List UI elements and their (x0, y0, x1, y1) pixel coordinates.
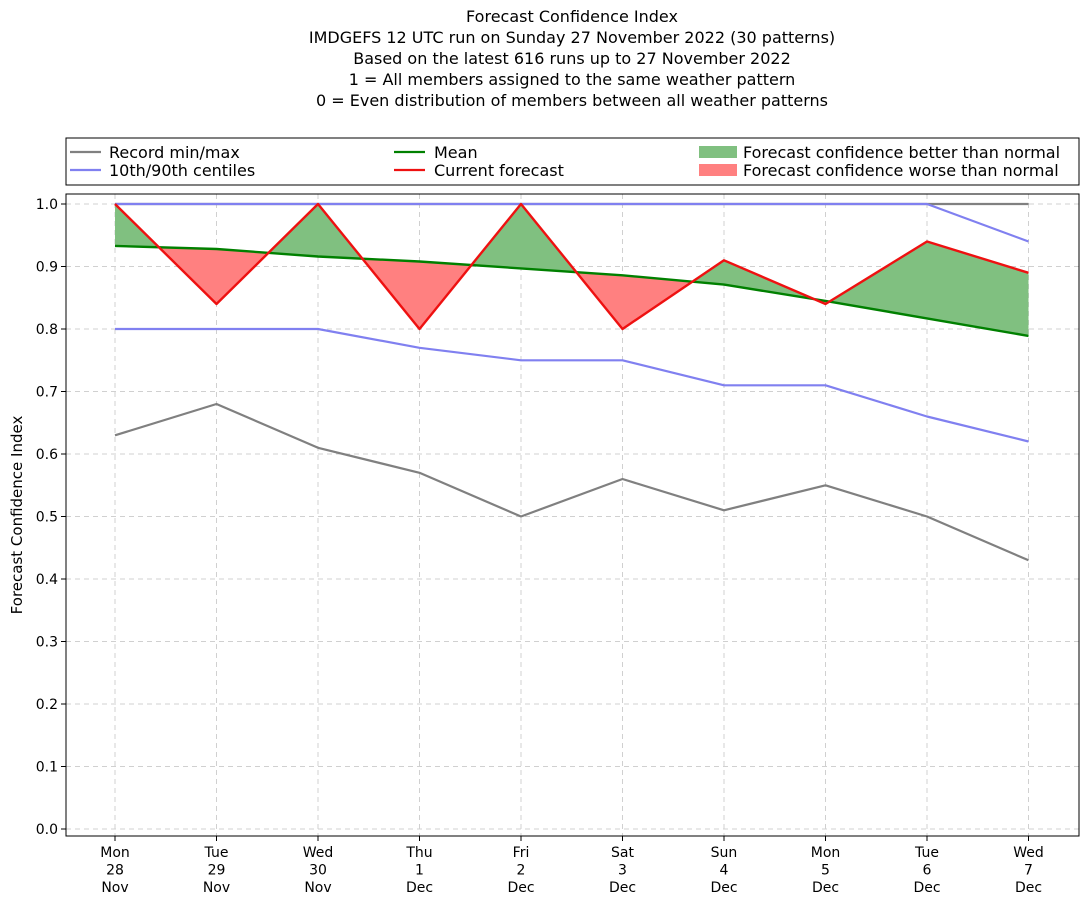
legend-label-mean: Mean (434, 143, 478, 162)
x-tick-label: 30 (309, 863, 327, 879)
legend-label-worse: Forecast confidence worse than normal (743, 161, 1059, 180)
title-line-1: Forecast Confidence Index (466, 7, 678, 26)
title-line-4: 1 = All members assigned to the same wea… (348, 70, 796, 89)
centile-90-line (115, 202, 1029, 243)
x-tick-label: 3 (618, 863, 627, 879)
legend-swatch-better (699, 146, 737, 158)
x-tick-label: Tue (204, 845, 229, 861)
legend-entry-better: Forecast confidence better than normal (699, 143, 1060, 162)
x-tick-label: Wed (303, 845, 334, 861)
x-tick-label: 4 (720, 863, 729, 879)
legend-swatch-worse (699, 164, 737, 176)
legend: Record min/max 10th/90th centiles Mean C… (65, 137, 1080, 186)
y-tick-label: 0.3 (36, 635, 58, 651)
x-tick-label: 28 (106, 863, 124, 879)
title-line-5: 0 = Even distribution of members between… (315, 91, 829, 110)
y-tick-label: 0.7 (36, 385, 58, 401)
x-tick-label: Thu (405, 845, 432, 861)
x-tick-label: 5 (821, 863, 830, 879)
x-tick-label: Sat (611, 845, 634, 861)
y-tick-label: 0.6 (36, 447, 58, 463)
plot-frame (65, 193, 1080, 837)
legend-entry-mean: Mean (394, 143, 478, 162)
x-tick-label: 2 (517, 863, 526, 879)
y-tick-label: 0.8 (36, 322, 58, 338)
x-tick-label: 29 (208, 863, 226, 879)
y-axis-label: Forecast Confidence Index (8, 416, 26, 615)
y-tick-label: 0.9 (36, 260, 58, 276)
x-tick-label: Nov (203, 880, 230, 896)
x-tick-label: 1 (415, 863, 424, 879)
title-line-3: Based on the latest 616 runs up to 27 No… (353, 49, 791, 68)
x-tick-label: Nov (101, 880, 128, 896)
record-min-line (114, 402, 1029, 562)
x-tick-label: Mon (100, 845, 130, 861)
x-tick-label: Dec (913, 880, 940, 896)
y-tick-label: 0.5 (36, 510, 58, 526)
legend-label-centiles: 10th/90th centiles (109, 161, 255, 180)
x-tick-label: Mon (811, 845, 841, 861)
x-tick-label: Fri (513, 845, 530, 861)
y-tick-label: 0.4 (36, 572, 58, 588)
legend-entry-record: Record min/max (70, 143, 240, 162)
x-tick-label: 7 (1024, 863, 1033, 879)
legend-entry-centiles: 10th/90th centiles (70, 161, 255, 180)
y-tick-label: 1.0 (36, 197, 58, 213)
legend-label-current: Current forecast (434, 161, 564, 180)
chart-title: Forecast Confidence Index IMDGEFS 12 UTC… (0, 6, 1092, 111)
x-tick-label: Tue (914, 845, 939, 861)
centile-10-line (115, 327, 1029, 443)
y-tick-label: 0.0 (36, 822, 58, 838)
legend-label-better: Forecast confidence better than normal (743, 143, 1060, 162)
legend-entry-current: Current forecast (394, 161, 564, 180)
x-tick-label: Dec (406, 880, 433, 896)
title-line-2: IMDGEFS 12 UTC run on Sunday 27 November… (308, 28, 836, 47)
legend-entry-worse: Forecast confidence worse than normal (699, 161, 1059, 180)
x-tick-label: Wed (1013, 845, 1044, 861)
fill-better-than-normal (829, 241, 927, 319)
x-tick-label: Dec (710, 880, 737, 896)
x-tick-label: Sun (711, 845, 738, 861)
line-layer (114, 202, 1029, 562)
x-tick-label: 6 (923, 863, 932, 879)
x-tick-label: Nov (304, 880, 331, 896)
x-tick-label: Dec (507, 880, 534, 896)
fill-worse-than-normal (622, 275, 693, 329)
tick-layer: 0.00.10.20.30.40.50.60.70.80.91.0Mon28No… (36, 197, 1044, 896)
y-tick-label: 0.1 (36, 760, 58, 776)
x-tick-label: Dec (1015, 880, 1042, 896)
x-tick-label: Dec (812, 880, 839, 896)
y-tick-label: 0.2 (36, 697, 58, 713)
legend-label-record: Record min/max (109, 143, 240, 162)
legend-frame (65, 137, 1080, 186)
x-tick-label: Dec (609, 880, 636, 896)
current-forecast-line (114, 202, 1029, 331)
